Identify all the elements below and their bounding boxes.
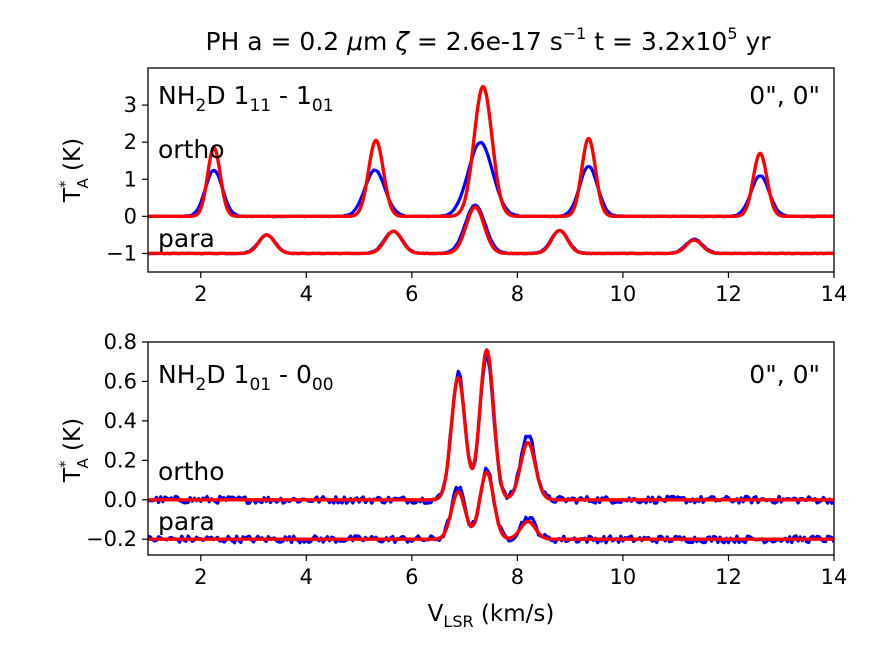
top-panel-ortho-label: ortho [158,135,225,164]
bottom-panel-ytick-label: 0.4 [104,409,137,433]
bottom-panel-xtick-label: 12 [715,565,742,589]
x-axis-label: VLSR (km/s) [428,601,555,631]
bottom-panel-xtick-label: 2 [194,565,207,589]
top-panel-ortho-model-line [148,85,834,219]
top-panel-xtick-label: 2 [194,282,207,306]
bottom-panel-ortho-model-line [148,348,834,502]
top-panel-para-label: para [158,224,215,253]
top-panel-position-label: 0", 0" [749,81,820,110]
top-panel-xtick-label: 6 [405,282,418,306]
top-panel-ytick-label: −1 [106,241,137,265]
bottom-panel: 2 4 6 8 10 12 14 −0.2 0.0 0.2 0.4 0.6 0.8 NH2D 101 -… [56,330,847,589]
top-panel-transition-label: NH2D 111 - 101 [158,81,334,116]
top-panel-xtick-label: 12 [715,282,742,306]
bottom-panel-frame [147,341,835,556]
top-panel-ytick-label: 3 [124,93,137,117]
bottom-panel-ytick-label: 0.0 [104,488,137,512]
bottom-panel-para-label: para [158,507,215,536]
bottom-panel-xtick-label: 10 [610,565,637,589]
top-panel-xtick-label: 8 [511,282,524,306]
bottom-panel-xtick-label: 8 [511,565,524,589]
bottom-panel-xtick-label: 14 [821,565,848,589]
top-panel-ytick-label: 0 [124,204,137,228]
bottom-panel-xtick-label: 6 [405,565,418,589]
top-panel-ytick-label: 2 [124,130,137,154]
bottom-panel-ytick-label: 0.6 [104,369,137,393]
bottom-panel-ylabel: T*A (K) [56,418,92,483]
bottom-panel-ytick-label: −0.2 [86,527,137,551]
bottom-panel-position-label: 0", 0" [749,360,820,389]
bottom-panel-para-model-line [148,470,834,541]
top-panel-spectra [148,85,834,256]
top-panel-para-model-line [148,205,834,256]
top-panel-ytick-label: 1 [124,167,137,191]
top-panel-ylabel: T*A (K) [56,138,92,203]
top-panel-xtick-label: 14 [821,282,848,306]
bottom-panel-ytick-label: 0.2 [104,448,137,472]
bottom-panel-ticks: 2 4 6 8 10 12 14 −0.2 0.0 0.2 0.4 0.6 0.8 [86,330,847,589]
bottom-panel-ortho-label: ortho [158,457,225,486]
bottom-panel-transition-label: NH2D 101 - 000 [158,360,334,395]
bottom-panel-xtick-label: 4 [300,565,313,589]
top-panel-frame [147,67,835,273]
figure-title: PH a = 0.2 μm ζ = 2.6e-17 s−1 t = 3.2x10… [205,24,771,56]
top-panel-xtick-label: 10 [610,282,637,306]
top-panel-xtick-label: 4 [300,282,313,306]
bottom-panel-spectra [148,348,834,545]
bottom-panel-ytick-label: 0.8 [104,330,137,354]
